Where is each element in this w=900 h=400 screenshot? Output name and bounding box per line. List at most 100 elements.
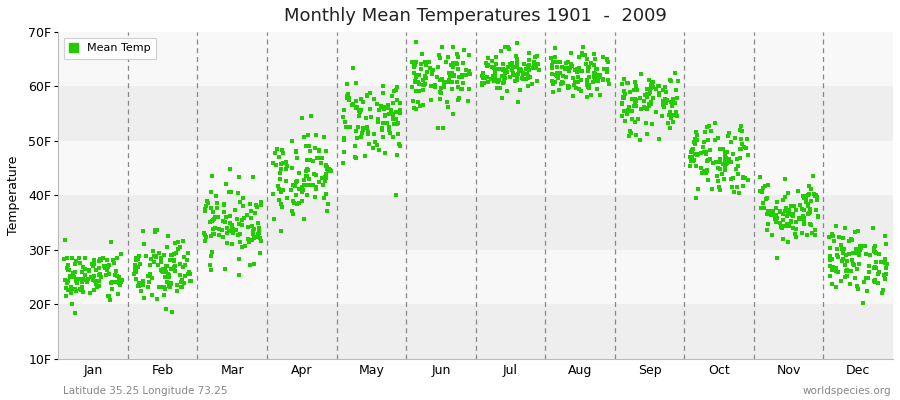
Point — [356, 98, 371, 105]
Point — [878, 276, 892, 282]
Point — [242, 262, 256, 268]
Point — [164, 252, 178, 258]
Point — [799, 232, 814, 238]
Point — [804, 198, 818, 204]
Point — [547, 54, 562, 60]
Point — [664, 103, 679, 109]
Point — [831, 254, 845, 260]
Point — [418, 58, 432, 65]
Point — [764, 212, 778, 218]
Point — [522, 50, 536, 56]
Point — [652, 92, 666, 98]
Point — [285, 198, 300, 204]
Point — [717, 156, 732, 163]
Point — [615, 100, 629, 106]
Point — [475, 80, 490, 86]
Point — [209, 193, 223, 199]
Point — [412, 81, 427, 88]
Point — [544, 78, 559, 84]
Point — [136, 228, 150, 234]
Point — [836, 250, 850, 256]
Point — [640, 91, 654, 97]
Point — [580, 94, 595, 100]
Point — [87, 257, 102, 264]
Point — [587, 74, 601, 80]
Point — [223, 220, 238, 226]
Point — [86, 277, 100, 283]
Point — [495, 73, 509, 79]
Point — [695, 170, 709, 176]
Point — [435, 44, 449, 50]
Point — [352, 108, 366, 114]
Point — [321, 166, 336, 173]
Point — [514, 67, 528, 73]
Point — [511, 71, 526, 77]
Point — [644, 101, 658, 108]
Point — [544, 65, 559, 72]
Point — [340, 94, 355, 101]
Point — [352, 113, 366, 120]
Point — [455, 60, 470, 66]
Point — [375, 90, 390, 96]
Point — [508, 64, 523, 70]
Point — [71, 276, 86, 282]
Point — [254, 199, 268, 206]
Point — [567, 82, 581, 88]
Point — [382, 124, 397, 130]
Point — [806, 191, 821, 198]
Point — [775, 225, 789, 232]
Point — [796, 192, 810, 199]
Point — [792, 215, 806, 221]
Point — [451, 54, 465, 60]
Point — [797, 219, 812, 226]
Point — [626, 87, 641, 94]
Point — [236, 203, 250, 210]
Point — [684, 149, 698, 155]
Point — [688, 151, 703, 157]
Point — [708, 136, 723, 143]
Point — [165, 252, 179, 258]
Point — [386, 100, 400, 106]
Point — [320, 163, 334, 169]
Point — [129, 257, 143, 263]
Point — [845, 257, 859, 264]
Point — [694, 150, 708, 156]
Point — [137, 295, 151, 302]
Point — [135, 282, 149, 288]
Point — [870, 280, 885, 286]
Point — [455, 86, 470, 92]
Point — [876, 286, 890, 293]
Point — [830, 246, 844, 253]
Point — [716, 176, 731, 182]
Point — [582, 84, 597, 91]
Point — [835, 258, 850, 264]
Point — [203, 189, 218, 196]
Point — [787, 203, 801, 209]
Point — [310, 155, 324, 161]
Point — [656, 98, 670, 104]
Point — [232, 256, 247, 262]
Point — [510, 62, 525, 68]
Point — [670, 95, 684, 102]
Point — [73, 260, 87, 266]
Point — [167, 258, 182, 264]
Point — [417, 82, 431, 88]
Point — [320, 148, 334, 155]
Point — [295, 189, 310, 195]
Point — [246, 231, 260, 238]
Point — [522, 62, 536, 68]
Point — [231, 174, 246, 180]
Point — [850, 266, 864, 272]
Point — [82, 268, 96, 274]
Point — [230, 190, 245, 197]
Point — [628, 97, 643, 104]
Point — [101, 292, 115, 299]
Point — [286, 200, 301, 206]
Point — [840, 267, 854, 274]
Point — [340, 93, 355, 100]
Point — [463, 86, 477, 92]
Point — [308, 194, 322, 200]
Point — [302, 147, 317, 154]
Point — [175, 284, 189, 290]
Point — [317, 195, 331, 201]
